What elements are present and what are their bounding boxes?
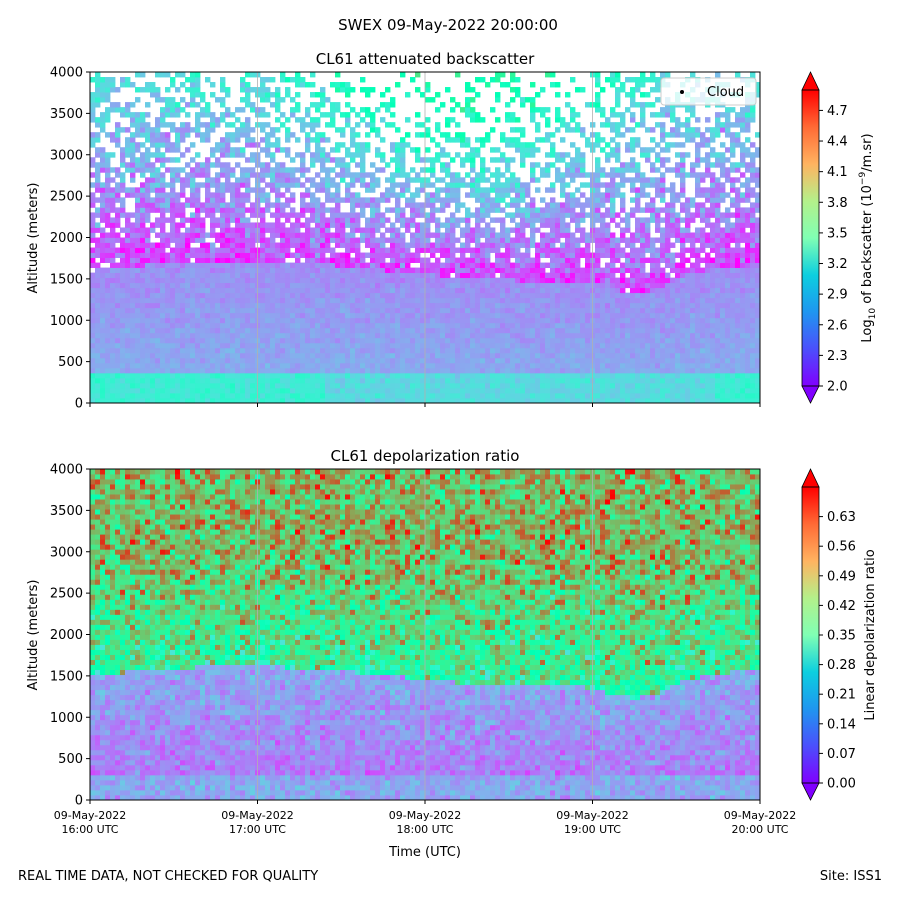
backscatter-colorbar: 2.0 2.3 2.6 2.9 3.2 3.5 3.8 4.1 4.4 4.7 Log10 of … — [801, 71, 878, 404]
depolarization-colorbar-label: Linear depolarization ratio — [863, 549, 878, 720]
backscatter-y-axis: 0 500 1000 1500 2000 2500 3000 3500 4000 — [50, 66, 90, 412]
y-tick-label: 1000 — [50, 314, 83, 329]
backscatter-legend: Cloud — [660, 77, 757, 106]
colorbar-tick-label: 0.14 — [827, 717, 856, 732]
colorbar-tick-label: 4.4 — [827, 135, 848, 150]
x-tick-label: 09-May-2022 20:00 UTC — [724, 809, 796, 836]
backscatter-colorbar-ticks: 2.0 2.3 2.6 2.9 3.2 3.5 3.8 4.1 4.4 4.7 — [819, 104, 848, 395]
backscatter-colorbar-label: Log10 of backscatter (10−9/m.sr) — [858, 133, 878, 342]
y-tick-label: 0 — [75, 397, 83, 412]
figure-suptitle: SWEX 09-May-2022 20:00:00 — [338, 16, 558, 34]
depolarization-panel: CL61 depolarization ratio 0 500 1000 1500 20… — [26, 447, 878, 860]
y-tick-label: 3500 — [50, 107, 83, 122]
depolarization-ylabel: Altitude (meters) — [26, 580, 41, 691]
y-tick-label: 3000 — [50, 148, 83, 163]
x-tick-label: 09-May-2022 18:00 UTC — [389, 809, 461, 836]
backscatter-ylabel: Altitude (meters) — [26, 183, 41, 294]
colorbar-tick-label: 4.7 — [827, 104, 848, 119]
legend-box — [660, 77, 757, 106]
y-tick-label: 3000 — [50, 545, 83, 560]
colorbar-tick-label: 0.28 — [827, 658, 856, 673]
y-tick-label: 1500 — [50, 669, 83, 684]
colorbar-tick-label: 0.42 — [827, 599, 856, 614]
y-tick-label: 4000 — [50, 66, 83, 81]
cloud-marker-icon — [680, 90, 684, 94]
colorbar-tick-label: 2.0 — [827, 380, 848, 395]
colorbar-extend-max — [801, 71, 820, 91]
quality-disclaimer: REAL TIME DATA, NOT CHECKED FOR QUALITY — [18, 869, 319, 884]
colorbar-tick-label: 0.63 — [827, 510, 856, 525]
y-tick-label: 500 — [58, 752, 83, 767]
backscatter-colorbar-gradient — [802, 90, 819, 386]
colorbar-tick-label: 0.21 — [827, 688, 856, 703]
x-tick-label: 09-May-2022 16:00 UTC — [54, 809, 126, 836]
colorbar-tick-label: 3.5 — [827, 226, 848, 241]
depolarization-colorbar-gradient — [802, 487, 819, 783]
y-tick-label: 4000 — [50, 463, 83, 478]
colorbar-tick-label: 2.9 — [827, 288, 848, 303]
y-tick-label: 1000 — [50, 711, 83, 726]
y-tick-label: 3500 — [50, 504, 83, 519]
depolarization-colorbar: 0.00 0.07 0.14 0.21 0.28 0.35 0.42 0.49 0.56 0.63… — [801, 468, 878, 801]
y-tick-label: 2000 — [50, 628, 83, 643]
backscatter-x-axis — [89, 403, 761, 407]
colorbar-extend-max — [801, 468, 820, 488]
colorbar-tick-label: 0.00 — [827, 777, 856, 792]
colorbar-tick-label: 0.49 — [827, 569, 856, 584]
y-tick-label: 2500 — [50, 587, 83, 602]
depolarization-heatmap — [90, 469, 761, 801]
depolarization-y-axis: 0 500 1000 1500 2000 2500 3000 3500 4000 — [50, 463, 90, 809]
site-label: Site: ISS1 — [819, 869, 882, 884]
colorbar-tick-label: 0.35 — [827, 629, 856, 644]
colorbar-tick-label: 2.3 — [827, 349, 848, 364]
depolarization-x-axis: 09-May-2022 16:00 UTC 09-May-2022 17:00 UTC… — [54, 800, 796, 836]
y-tick-label: 1500 — [50, 272, 83, 287]
depolarization-xlabel: Time (UTC) — [388, 845, 461, 860]
y-tick-label: 0 — [75, 794, 83, 809]
y-tick-label: 2000 — [50, 231, 83, 246]
y-tick-label: 2500 — [50, 190, 83, 205]
colorbar-tick-label: 3.8 — [827, 196, 848, 211]
colorbar-tick-label: 0.07 — [827, 747, 856, 762]
legend-label-cloud: Cloud — [707, 85, 744, 100]
y-tick-label: 500 — [58, 355, 83, 370]
colorbar-tick-label: 2.6 — [827, 318, 848, 333]
backscatter-title: CL61 attenuated backscatter — [316, 50, 535, 68]
x-tick-label: 09-May-2022 19:00 UTC — [556, 809, 628, 836]
colorbar-tick-label: 3.2 — [827, 257, 848, 272]
colorbar-extend-min — [801, 782, 820, 801]
colorbar-extend-min — [801, 385, 820, 404]
colorbar-tick-label: 0.56 — [827, 540, 856, 555]
x-tick-label: 09-May-2022 17:00 UTC — [221, 809, 293, 836]
colorbar-tick-label: 4.1 — [827, 165, 848, 180]
backscatter-panel: CL61 attenuated backscatter 0 500 1000 1500… — [26, 50, 878, 412]
depolarization-title: CL61 depolarization ratio — [331, 447, 520, 465]
backscatter-heatmap — [90, 72, 761, 404]
depolarization-colorbar-ticks: 0.00 0.07 0.14 0.21 0.28 0.35 0.42 0.49 0.56 0.63 — [819, 510, 856, 792]
